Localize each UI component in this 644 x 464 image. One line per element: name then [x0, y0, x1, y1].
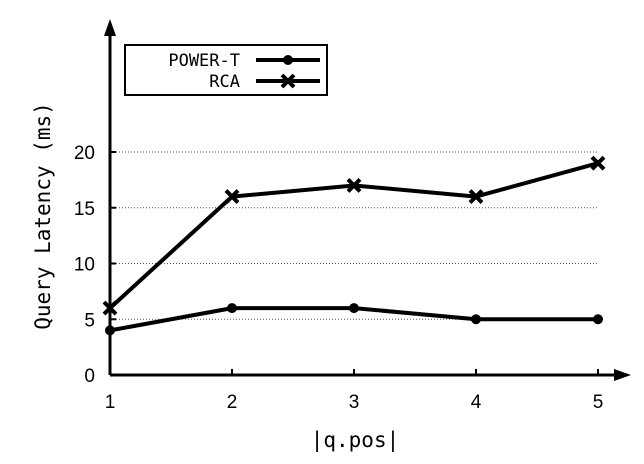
point-rca: [590, 155, 606, 171]
legend-marker-rca: [280, 73, 296, 89]
point-power-t: [349, 303, 359, 314]
y-tick-label: 10: [74, 255, 95, 276]
point-rca: [102, 300, 118, 316]
x-axis-label: |q.pos|: [311, 428, 400, 453]
x-tick-label: 4: [471, 392, 482, 413]
x-axis-arrow: [614, 369, 631, 381]
point-power-t: [593, 314, 603, 325]
legend: POWER-T RCA: [124, 44, 328, 96]
x-tick-label: 5: [593, 392, 604, 413]
series-group: [102, 155, 606, 336]
legend-marker-power-t: [283, 55, 293, 65]
point-rca: [346, 178, 362, 193]
x-tick-label: 2: [227, 392, 238, 413]
y-tick-labels: 0 5 10 15 20: [74, 143, 116, 387]
axes: [104, 19, 631, 381]
y-axis-label: Query Latency (ms): [31, 102, 55, 330]
x-tick-label: 1: [105, 392, 116, 413]
y-axis-arrow: [104, 19, 116, 36]
x-tick-label: 3: [349, 392, 360, 413]
legend-label-power-t: POWER-T: [168, 51, 240, 71]
legend-label-rca: RCA: [209, 72, 240, 92]
y-tick-label: 0: [84, 366, 95, 387]
grid-lines: [110, 151, 598, 320]
point-rca: [468, 189, 484, 205]
y-tick-label: 5: [84, 310, 95, 331]
x-tick-labels: 1 2 3 4 5: [105, 369, 604, 413]
point-power-t: [105, 325, 115, 336]
point-rca: [224, 189, 240, 205]
point-power-t: [227, 303, 237, 314]
y-tick-label: 15: [74, 199, 95, 220]
y-tick-label: 20: [74, 143, 95, 164]
point-power-t: [471, 314, 481, 325]
